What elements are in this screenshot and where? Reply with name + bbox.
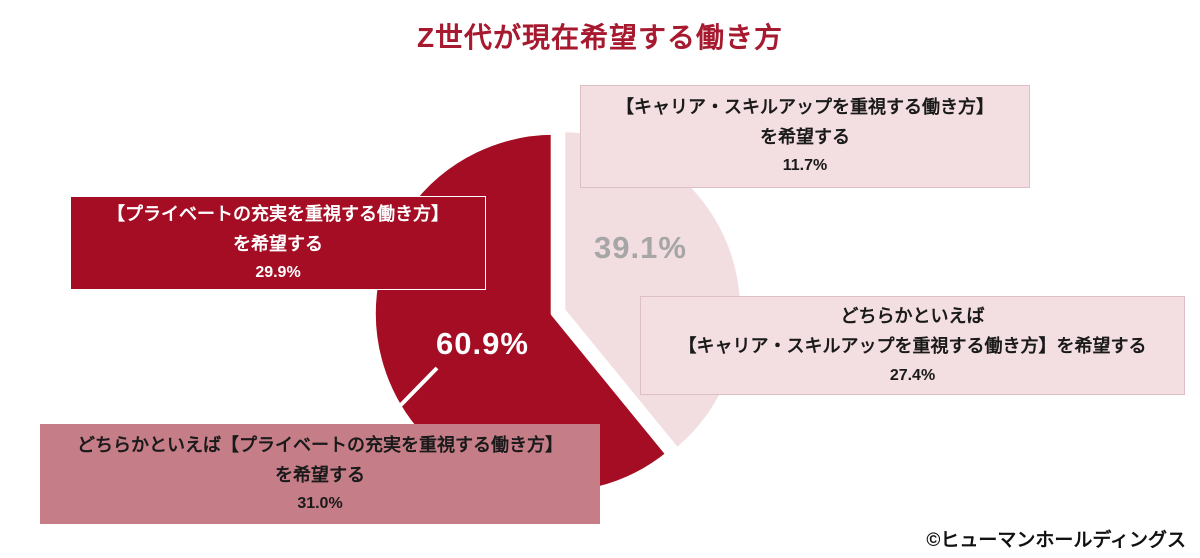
callout-value: 27.4% [889,366,936,384]
chart-title: Z世代が現在希望する働き方 [416,22,784,53]
callout-career-somewhat: どちらかといえば 【キャリア・スキルアップを重視する働き方】を希望する 27.4… [640,296,1185,395]
callout-line: 【キャリア・スキルアップを重視する働き方】を希望する [678,336,1147,357]
callout-line: を希望する [760,127,850,148]
pie-percent-label-private: 60.9% [436,326,529,361]
callout-line: どちらかといえば【プライベートの充実を重視する働き方】 [77,434,563,455]
callout-line: どちらかといえば [840,306,985,327]
callout-value: 31.0% [297,494,343,512]
callout-line: 【キャリア・スキルアップを重視する働き方】 [616,97,994,118]
callout-career: 【キャリア・スキルアップを重視する働き方】 を希望する 11.7% [580,85,1030,188]
callout-value: 29.9% [255,264,301,281]
callout-private-somewhat: どちらかといえば【プライベートの充実を重視する働き方】 を希望する 31.0% [40,424,600,524]
callout-line: を希望する [233,233,323,254]
callout-leader-line [390,366,439,416]
callout-line: を希望する [275,464,365,485]
callout-value: 11.7% [782,157,828,175]
pie-percent-label-career: 39.1% [594,230,687,265]
callout-line: 【プライベートの充実を重視する働き方】 [107,203,449,224]
callout-private: 【プライベートの充実を重視する働き方】 を希望する 29.9% [70,196,486,290]
copyright-credit: ©ヒューマンホールディングス [926,530,1186,551]
